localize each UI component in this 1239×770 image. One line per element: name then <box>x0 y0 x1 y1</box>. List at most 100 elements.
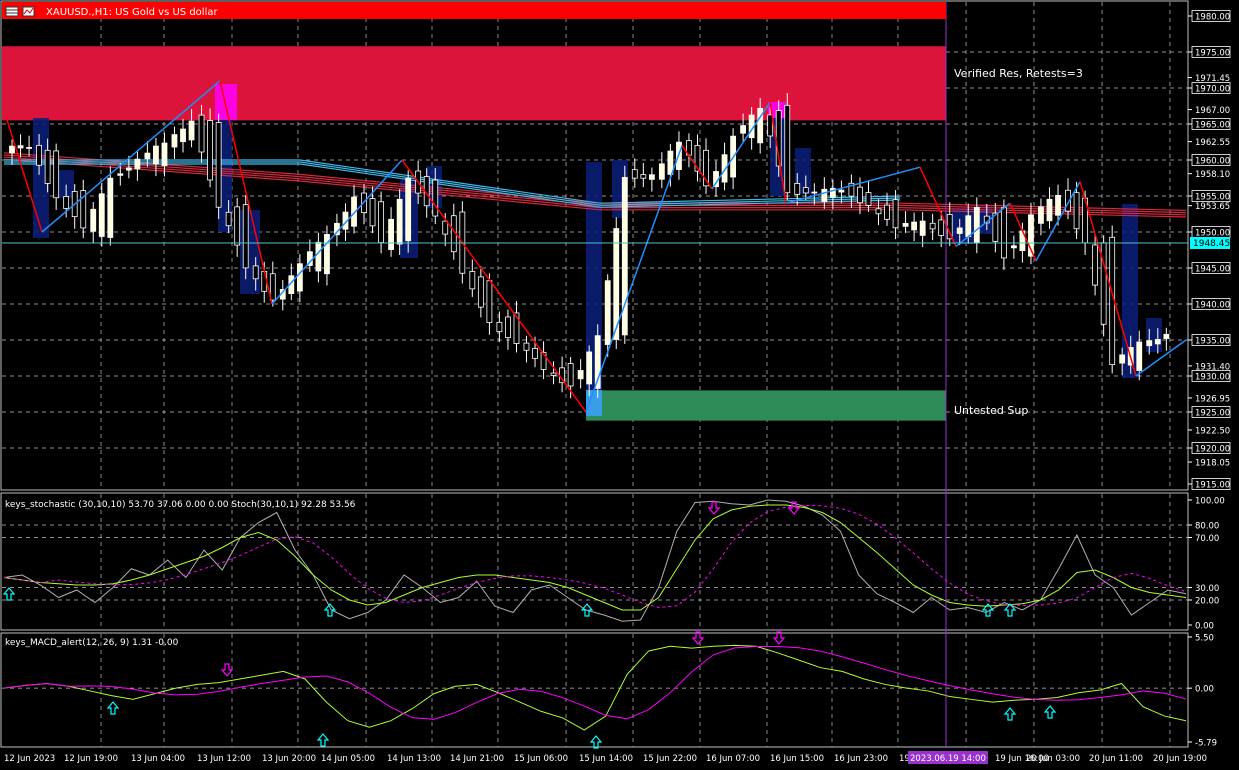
price-tick-label: 1926.95 <box>1195 394 1230 404</box>
down-arrow-icon <box>220 663 234 677</box>
stoch-tick-label: 0.00 <box>1195 622 1214 632</box>
price-tick-label: 1960.00 <box>1195 157 1230 167</box>
candle-body <box>496 321 503 333</box>
price-tick-label: 1922.50 <box>1195 427 1230 437</box>
resistance-zone-label: Verified Res, Retests=3 <box>954 67 1083 80</box>
price-tick-label: 1918.05 <box>1195 459 1230 469</box>
macd-tick-label: 0.00 <box>1195 685 1214 695</box>
candle-body <box>134 158 141 170</box>
candle-body <box>117 173 124 176</box>
candle-body <box>640 174 647 179</box>
price-tick-label: 1962.55 <box>1195 138 1230 148</box>
candle-body <box>1163 333 1170 339</box>
candle-body <box>794 183 801 195</box>
candle-body <box>631 169 638 179</box>
time-tick-label: 15 Jun 14:00 <box>579 754 633 764</box>
zigzag-down-leg <box>1079 181 1137 377</box>
candle-body <box>188 120 195 141</box>
candle-body <box>802 187 809 194</box>
zigzag-down-leg <box>919 166 957 247</box>
candle-body <box>63 196 70 209</box>
price-tick-label: 1980.00 <box>1195 13 1230 23</box>
price-tick-box <box>1191 262 1231 274</box>
candle-body <box>432 179 439 217</box>
header-bar <box>2 2 946 19</box>
up-arrow-icon <box>1003 707 1017 721</box>
zigzag-up-leg <box>711 101 771 190</box>
up-arrow-icon <box>323 603 337 617</box>
main-panel-frame <box>0 0 1189 491</box>
zigzag-down-leg <box>1009 202 1037 262</box>
price-tick-label: 1971.45 <box>1195 74 1230 84</box>
candle-body <box>1092 244 1098 286</box>
candle-body <box>388 218 394 250</box>
order-block <box>1122 204 1138 378</box>
zigzag-up-leg <box>41 80 221 233</box>
stochastic-title: keys_stochastic (30,10,10) 53.70 37.06 0… <box>5 500 356 510</box>
ma-cyan-line <box>4 159 901 204</box>
price-tick-label: 1965.00 <box>1195 121 1230 131</box>
up-arrow-icon <box>580 603 594 617</box>
candle-body <box>919 220 926 236</box>
candle-body <box>1073 192 1080 230</box>
zigzag-line <box>5 80 1187 413</box>
price-tick-label: 1915.00 <box>1195 481 1230 491</box>
stoch-tick-label: 70.00 <box>1195 534 1219 544</box>
macd-axis: 5.50 0.00 -5.79 <box>1188 634 1217 749</box>
price-tick-label: 1967.00 <box>1195 106 1230 116</box>
grid-icon <box>5 6 19 17</box>
candle-body <box>892 199 899 229</box>
candle-body <box>1065 189 1071 212</box>
support-zone-label: Untested Sup <box>954 404 1028 417</box>
candle-body <box>865 192 872 206</box>
candle-body <box>767 114 774 137</box>
time-tick-label: 16 Jun 07:00 <box>706 754 760 764</box>
crosshair-time-box <box>908 751 988 764</box>
down-arrow-icon <box>772 631 786 645</box>
candle-body <box>26 146 32 149</box>
candle-body <box>567 363 574 387</box>
stoch-tick-label: 100.00 <box>1195 497 1225 507</box>
candle-body <box>740 125 746 134</box>
candle-body <box>477 276 484 308</box>
macd-tick-label: -5.79 <box>1195 739 1217 749</box>
zigzag-down-leg <box>5 116 43 233</box>
price-tick-box <box>1191 154 1231 166</box>
candle-body <box>875 208 882 215</box>
candle-body <box>469 271 476 290</box>
time-tick-label: 14 Jun 13:00 <box>387 754 441 764</box>
candle-body <box>144 152 151 160</box>
price-tick-box <box>1191 334 1231 346</box>
candle-body <box>1055 195 1061 216</box>
ma-cyan-line <box>4 163 901 208</box>
candle-body <box>523 342 530 351</box>
candle-body <box>405 178 412 242</box>
price-tick-label: 1950.00 <box>1195 229 1230 239</box>
candle-body <box>215 122 222 208</box>
candle-body <box>1046 198 1053 222</box>
candle-body <box>225 211 232 227</box>
candle-body <box>965 215 972 238</box>
macd-lines <box>3 644 1187 731</box>
candle-body <box>396 198 403 245</box>
candle-body <box>1146 340 1153 347</box>
price-tick-label: 1931.40 <box>1195 362 1230 372</box>
candle-body <box>784 104 791 194</box>
candle-body <box>929 222 936 230</box>
candle-body <box>180 128 186 143</box>
pivot-marker-box <box>215 84 237 120</box>
macd-main-line <box>3 644 1187 731</box>
support-zone <box>586 390 946 421</box>
candle-body <box>604 280 611 345</box>
stochastic-panel-frame <box>0 492 1189 631</box>
stoch-tick-label: 80.00 <box>1195 522 1219 532</box>
time-tick-label: 15 Jun 06:00 <box>514 754 568 764</box>
time-tick-label: 19 Jun 16:00 <box>995 754 1049 764</box>
price-tick-label: 1970.00 <box>1195 85 1230 95</box>
candle-body <box>378 201 385 243</box>
candle-body <box>1010 245 1017 249</box>
